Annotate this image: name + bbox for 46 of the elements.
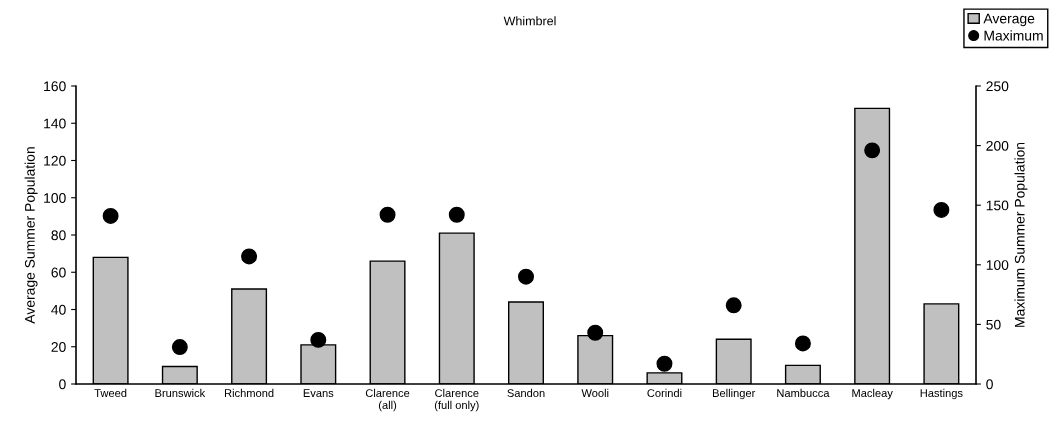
legend-label: Average (983, 13, 1035, 27)
point (241, 248, 258, 265)
y-tick-label: 60 (51, 267, 66, 278)
x-tick-label: Macleay (852, 388, 893, 400)
y-axis-title: Average Summer Population (24, 147, 38, 324)
y-tick-label: 80 (51, 230, 66, 241)
point (379, 206, 396, 223)
x-tick-label: Hastings (920, 388, 963, 400)
point (656, 355, 673, 372)
y-tick-label: 140 (44, 118, 66, 129)
x-tick-label: Nambucca (777, 388, 830, 398)
x-tick-label: Clarence (full only) (434, 388, 479, 412)
legend-label: Maximum (984, 30, 1043, 41)
y2-axis-title: Maximum Summer Population (1014, 142, 1028, 327)
y-tick-label: 100 (44, 193, 66, 203)
x-tick-label: Wooli (581, 388, 609, 398)
y2-tick-label: 200 (986, 140, 1009, 151)
y2-tick-label: 0 (986, 379, 993, 390)
x-tick-label: Clarence (all) (365, 388, 410, 412)
point (518, 268, 534, 285)
y-tick-label: 20 (51, 342, 66, 352)
x-tick-label: Corindi (647, 388, 682, 398)
point (725, 297, 742, 314)
y-tick-label: 40 (51, 304, 66, 315)
y2-tick-label: 100 (986, 260, 1009, 270)
point (171, 339, 188, 356)
x-tick-label: Bellinger (712, 388, 756, 400)
point (587, 324, 604, 341)
x-tick-label: Richmond (224, 388, 274, 398)
y2-tick-label: 150 (986, 200, 1009, 211)
point (933, 201, 950, 218)
point (448, 206, 465, 223)
y-tick-label: 0 (59, 379, 66, 390)
y2-tick-label: 250 (986, 81, 1009, 92)
x-tick-label: Evans (303, 389, 334, 398)
point (310, 331, 327, 348)
chart-title: Whimbrel (503, 16, 556, 26)
x-tick-label: Sandon (507, 388, 545, 398)
y-tick-label: 160 (44, 81, 66, 92)
point (864, 142, 881, 159)
y-tick-label: 120 (44, 155, 66, 166)
y2-tick-label: 50 (986, 319, 1001, 330)
point (102, 207, 119, 224)
x-tick-label: Tweed (94, 388, 127, 398)
x-tick-label: Brunswick (155, 388, 206, 398)
point (794, 335, 811, 352)
